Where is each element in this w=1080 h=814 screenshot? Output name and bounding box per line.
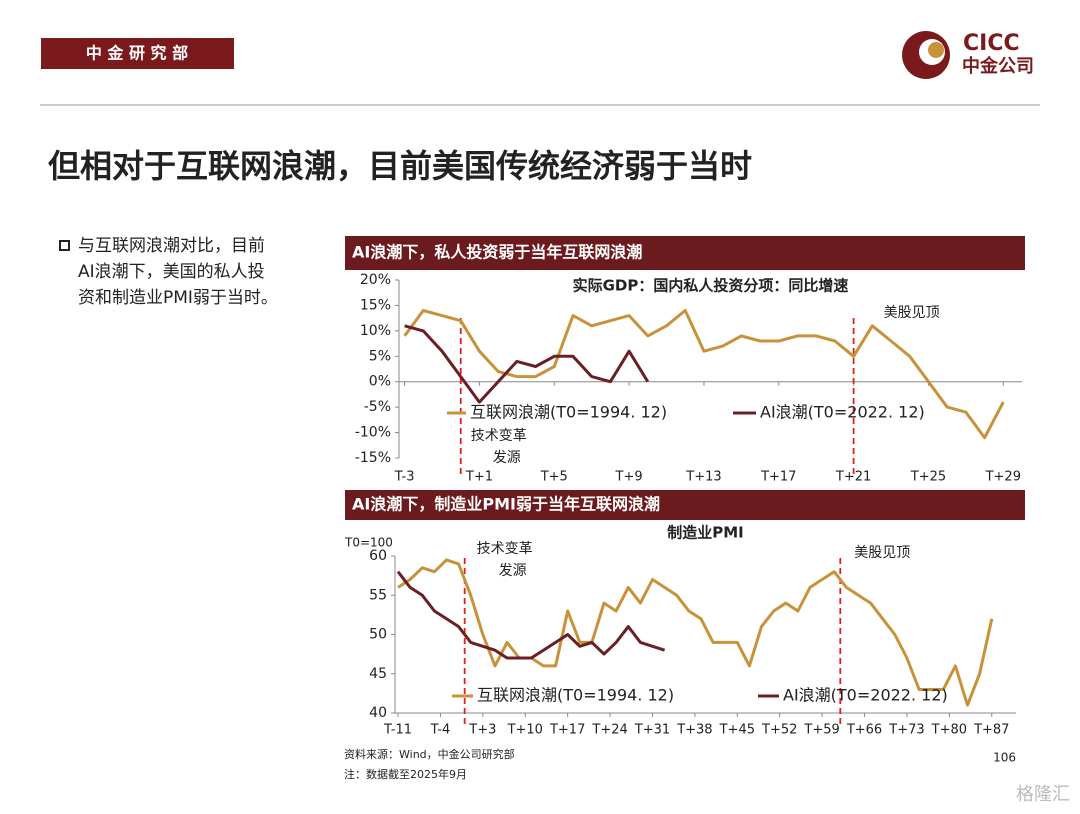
x-tick-label: T+17	[549, 723, 585, 738]
logo-dot	[928, 42, 944, 58]
x-tick-label: T+13	[685, 470, 721, 485]
annotation: 技术变革	[477, 541, 533, 557]
x-tick-label: T+24	[591, 723, 627, 738]
bullet-marker	[59, 240, 70, 251]
chart-title: 制造业PMI	[667, 524, 744, 542]
chart-header: AI浪潮下，制造业PMI弱于当年互联网浪潮	[352, 495, 660, 514]
y-axis-unit: T0=100	[344, 536, 393, 550]
legend-label: AI浪潮(T0=2022. 12)	[783, 686, 948, 705]
department-box	[41, 38, 234, 69]
annotation: 发源	[499, 563, 527, 579]
x-tick-label: T+3	[468, 723, 496, 738]
y-tick-label: 55	[369, 587, 387, 603]
legend-label: AI浪潮(T0=2022. 12)	[760, 403, 925, 422]
chart-header: AI浪潮下，私人投资弱于当年互联网浪潮	[352, 243, 642, 262]
x-tick-label: T+59	[803, 723, 839, 738]
chart-title: 实际GDP：国内私人投资分项：同比增速	[573, 277, 849, 295]
chart-header-bar	[345, 236, 1025, 270]
x-tick-label: T+29	[985, 470, 1021, 485]
x-tick-label: T+87	[973, 723, 1009, 738]
series-line	[397, 558, 994, 707]
annotation: 美股见顶	[884, 305, 940, 321]
y-tick-label: 50	[369, 627, 387, 643]
x-tick-label: T+25	[910, 470, 946, 485]
x-tick-label: T-3	[394, 470, 415, 485]
y-tick-label: 15%	[360, 297, 391, 313]
x-tick-label: T+5	[540, 470, 568, 485]
x-tick-label: T+1	[465, 470, 493, 485]
x-tick-label: T+38	[676, 723, 712, 738]
x-tick-label: T+17	[760, 470, 796, 485]
y-tick-label: 45	[369, 666, 387, 682]
slide-title: 但相对于互联网浪潮，目前美国传统经济弱于当时	[48, 147, 752, 185]
y-tick-label: 20%	[360, 272, 391, 288]
note: 注：数据截至2025年9月	[344, 767, 467, 781]
y-tick-label: 0%	[369, 374, 391, 390]
bullet-line: AI浪潮下，美国的私人投	[78, 262, 265, 282]
y-tick-label: -10%	[355, 425, 391, 441]
x-tick-label: T+10	[507, 723, 543, 738]
bullet-line: 资和制造业PMI弱于当时。	[78, 288, 278, 308]
legend-label: 互联网浪潮(T0=1994. 12)	[477, 686, 674, 705]
bullet-line: 与互联网浪潮对比，目前	[78, 236, 265, 256]
x-tick-label: T+73	[888, 723, 924, 738]
y-tick-label: -5%	[364, 399, 391, 415]
logo: CICC 中金公司	[902, 31, 1034, 79]
annotation: 美股见顶	[854, 545, 910, 561]
x-tick-label: T+9	[615, 470, 643, 485]
source: 资料来源：Wind，中金公司研究部	[344, 747, 515, 761]
page-number: 106	[993, 751, 1016, 765]
x-tick-label: T+80	[931, 723, 967, 738]
logo-en: CICC	[963, 31, 1020, 56]
x-tick-label: T+45	[719, 723, 755, 738]
y-tick-label: 60	[369, 548, 387, 564]
chart-header-bar	[345, 490, 1025, 520]
x-tick-label: T+66	[846, 723, 882, 738]
x-tick-label: T+31	[634, 723, 670, 738]
watermark: 格隆汇	[1016, 784, 1070, 805]
department: 中 金 研 究 部	[86, 44, 188, 63]
y-tick-label: 40	[369, 705, 387, 721]
x-tick-label: T+21	[835, 470, 871, 485]
legend-label: 互联网浪潮(T0=1994. 12)	[470, 403, 667, 422]
series-line	[396, 570, 666, 660]
logo-cn: 中金公司	[962, 55, 1034, 77]
y-tick-label: -15%	[355, 450, 391, 466]
y-tick-label: 10%	[360, 323, 391, 339]
x-tick-label: T-11	[383, 723, 412, 738]
x-tick-label: T-4	[430, 723, 451, 738]
annotation: 发源	[493, 450, 521, 466]
y-tick-label: 5%	[369, 348, 391, 364]
series-line	[404, 324, 650, 404]
x-tick-label: T+52	[761, 723, 797, 738]
annotation: 技术变革	[471, 428, 527, 444]
